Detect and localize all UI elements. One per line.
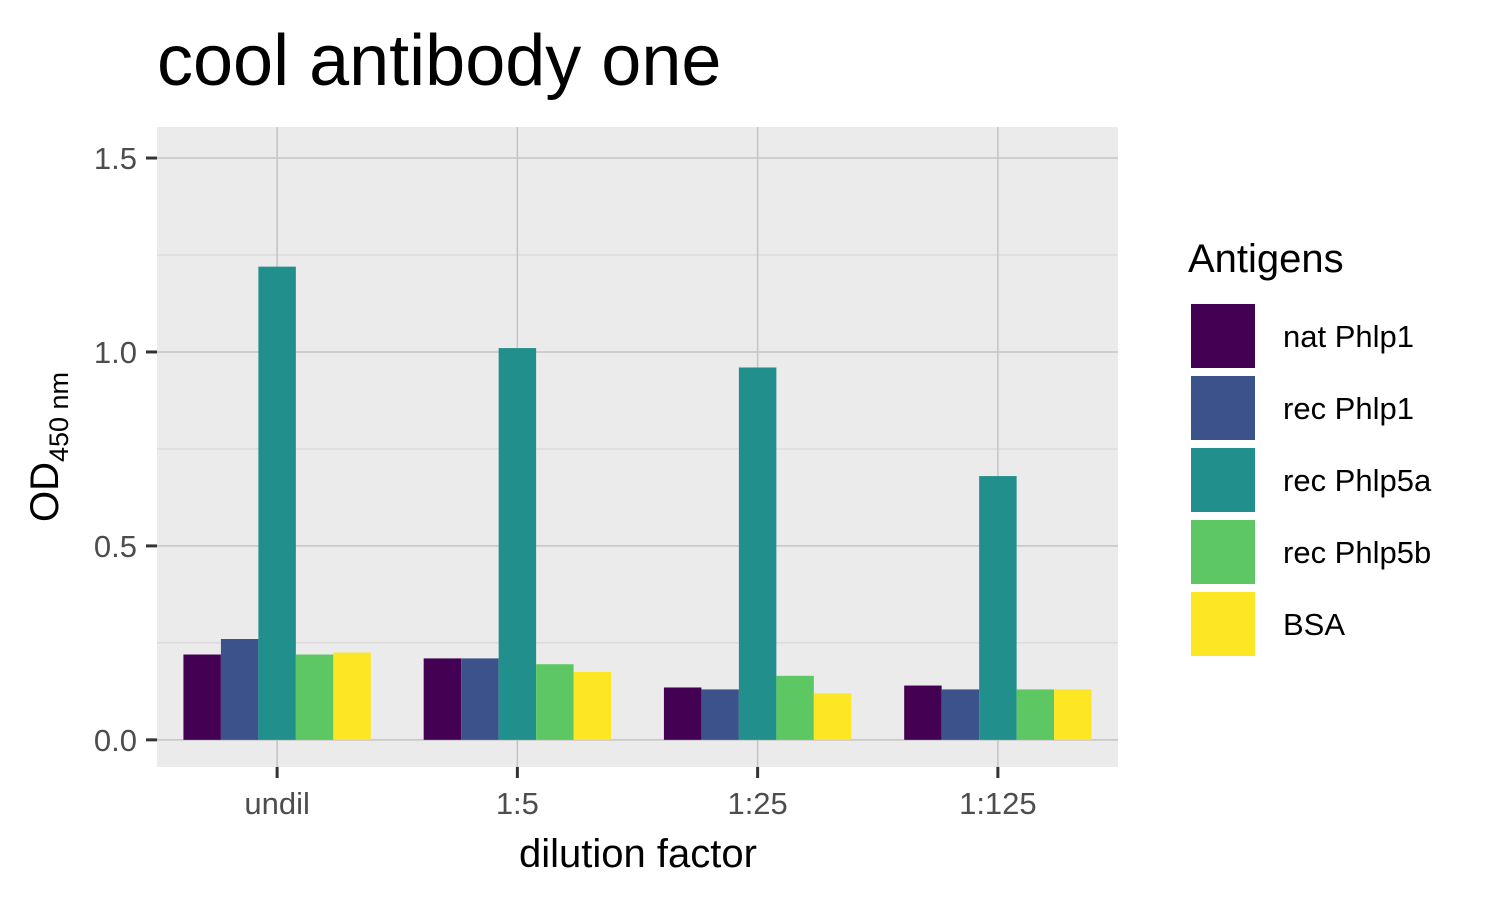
chart-title: cool antibody one [157,21,721,101]
bar [663,687,702,740]
legend: Antigens nat Phlp1 rec Phlp1 rec Phlp5a rec… [1188,237,1432,658]
y-axis-title-main: OD [23,462,67,522]
x-tick-label: 1:25 [727,786,787,821]
y-tick-label: 1.0 [94,335,137,370]
x-axis-title: dilution factor [519,832,757,876]
bar [498,348,537,740]
legend-key [1189,446,1257,514]
bar [423,658,462,740]
legend-title: Antigens [1188,237,1344,281]
x-tick-label: 1:125 [959,786,1037,821]
bar [1016,689,1055,740]
bar [333,652,371,740]
y-axis-title-subscript: 450 nm [44,372,74,462]
legend-key [1189,590,1257,658]
bar [461,658,499,740]
bar [183,654,221,740]
legend-label: rec Phlp5b [1283,535,1431,570]
bar [536,664,574,740]
bar [738,367,777,740]
legend-label: rec Phlp5a [1283,463,1432,498]
legend-key [1189,374,1257,442]
legend-label: rec Phlp1 [1283,391,1414,426]
y-tick-label: 0.5 [94,529,137,564]
bar [813,693,852,740]
y-tick-label: 0.0 [94,723,137,758]
bar [979,476,1017,740]
y-tick-label: 1.5 [94,141,137,176]
bar [295,654,334,740]
bar [573,671,612,740]
plot-area: 0.0 0.5 1.0 1.5 undil 1:5 1:25 1:125 [94,127,1118,821]
bar [776,675,814,740]
bar [904,685,942,740]
bar [258,266,296,740]
bar [941,689,980,740]
bar [701,689,739,740]
legend-label: nat Phlp1 [1283,319,1414,354]
bar [1054,689,1092,740]
legend-key [1189,302,1257,370]
legend-key [1189,518,1257,586]
y-axis-title: OD450 nm [23,372,74,522]
legend-label: BSA [1283,607,1345,642]
x-tick-label: undil [244,786,310,821]
bar [220,639,259,740]
x-tick-label: 1:5 [496,786,539,821]
